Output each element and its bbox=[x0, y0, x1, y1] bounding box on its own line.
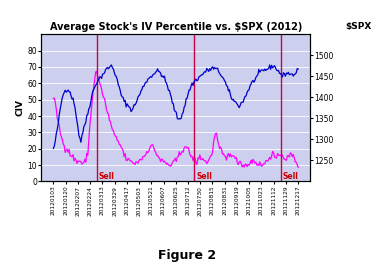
Title: Average Stock's IV Percentile vs. $SPX (2012): Average Stock's IV Percentile vs. $SPX (… bbox=[50, 22, 302, 32]
Text: Sell: Sell bbox=[196, 172, 212, 181]
Text: Figure 2: Figure 2 bbox=[158, 249, 216, 262]
Y-axis label: CIV: CIV bbox=[15, 99, 24, 116]
Text: Sell: Sell bbox=[99, 172, 115, 181]
Text: Sell: Sell bbox=[282, 172, 298, 181]
Text: $SPX: $SPX bbox=[346, 22, 372, 31]
